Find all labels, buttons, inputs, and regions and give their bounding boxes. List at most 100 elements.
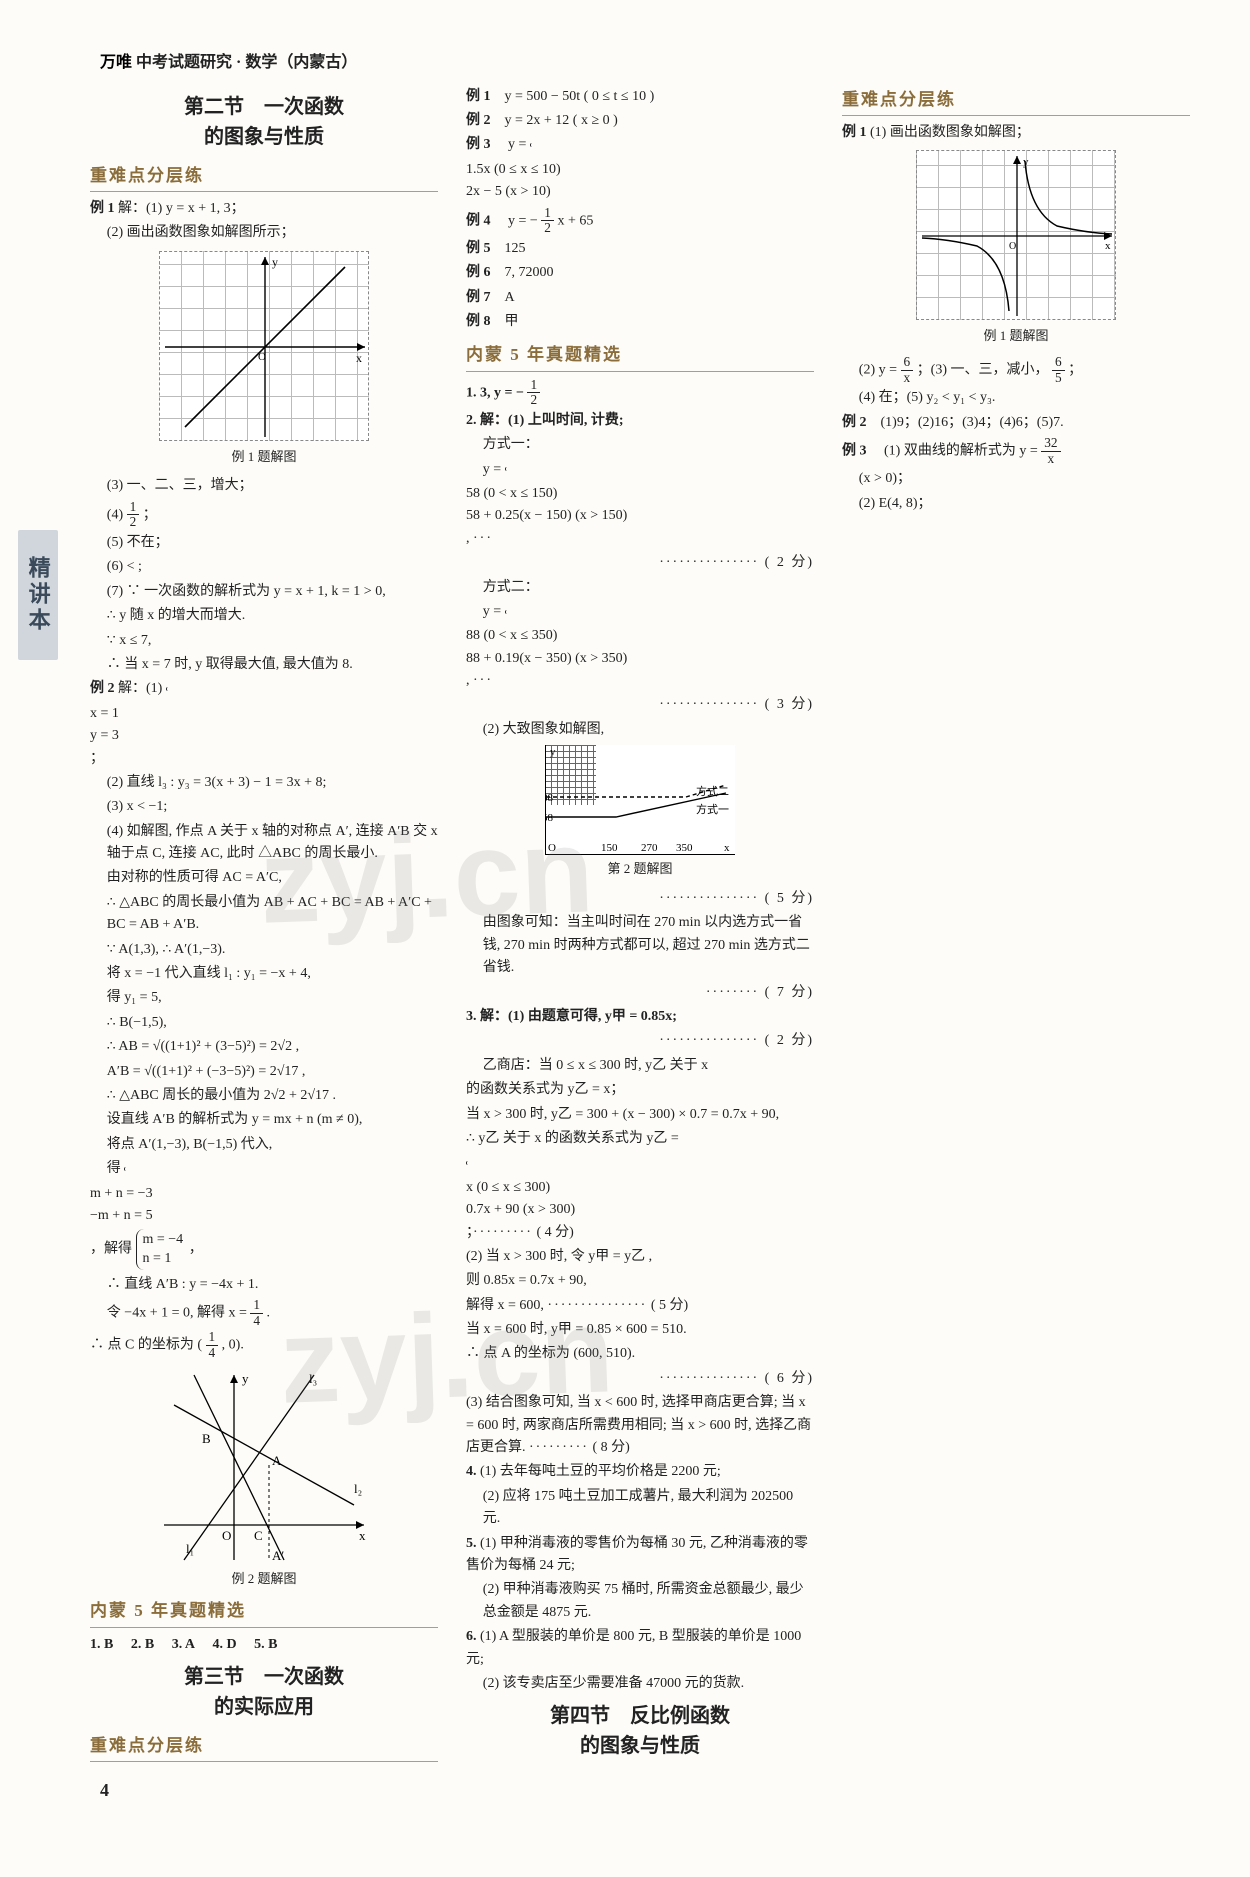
section4-title: 第四节 反比例函数 的图象与性质 — [466, 1701, 814, 1761]
text: . — [267, 1305, 271, 1320]
sys-row: n = 1 — [143, 1250, 184, 1268]
text: 1. 3, y = − — [466, 385, 527, 400]
svg-text:88: 88 — [546, 792, 554, 804]
sys-row: 58 + 0.25(x − 150) (x > 150) — [466, 505, 814, 527]
text: 得 — [90, 1158, 438, 1180]
text: ； — [1068, 362, 1082, 377]
sys-row: 88 (0 < x ≤ 350) — [466, 625, 814, 647]
text: ∴ △ABC 周长的最小值为 2√2 + 2√17 . — [90, 1085, 438, 1107]
text — [466, 1152, 814, 1174]
text: (1)9；(2)16；(3)4；(4)6；(5)7. — [881, 415, 1064, 430]
text: (3) 结合图象可知, 当 x < 600 时, 选择甲商店更合算; 当 x =… — [466, 1395, 811, 1455]
sys-row: m = −4 — [143, 1231, 184, 1249]
text: (2) y = 6x ；(3) 一、三，减小， 65 ； — [842, 355, 1190, 385]
numer: 32 — [1041, 436, 1060, 452]
sys-row: 58 (0 < x ≤ 150) — [466, 483, 814, 505]
text: (4) 如解图, 作点 A 关于 x 轴的对称点 A′, 连接 A′B 交 x … — [90, 821, 438, 866]
section2-title: 第二节 一次函数 的图象与性质 — [90, 92, 438, 152]
denom: 2 — [541, 221, 554, 236]
text: ，解得 — [90, 1242, 136, 1257]
text: (2) 画出函数图象如解图所示； — [90, 222, 438, 244]
text: ∴ 点 C 的坐标为 ( — [90, 1338, 206, 1353]
text: ∴ 当 x = 7 时, y 取得最大值, 最大值为 8. — [90, 654, 438, 676]
score: ········ ( 7 分) — [466, 982, 814, 1004]
text: 令 −4x + 1 = 0, 解得 x = — [107, 1305, 251, 1320]
text: ；(3) 一、三，减小， — [917, 362, 1049, 377]
example-label: 例 8 — [466, 314, 491, 329]
numer: 1 — [127, 500, 140, 516]
sys-row: m + n = −3 — [90, 1183, 438, 1205]
text: (2) 该专卖店至少需要准备 47000 元的货款. — [466, 1673, 814, 1695]
svg-text:方式二: 方式二 — [696, 784, 729, 798]
graph-caption: 第 2 题解图 — [466, 859, 814, 880]
text: A′B = √((1+1)² + (−3−5)²) = 2√17 , — [90, 1061, 438, 1083]
text: 解得 x = 600, — [466, 1298, 544, 1313]
text: (4) — [107, 507, 127, 522]
brand: 万唯 — [100, 54, 132, 71]
text: 方式二： — [466, 577, 814, 599]
section-title-line2: 的图象与性质 — [90, 122, 438, 152]
score: ··············· ( 3 分) — [466, 694, 814, 716]
text: 乙商店：当 0 ≤ x ≤ 300 时, y乙 关于 x — [466, 1055, 814, 1077]
side-tab: 精讲本 — [18, 530, 58, 660]
text: ∴ 直线 A′B : y = −4x + 1. — [90, 1274, 438, 1296]
text: 125 — [505, 241, 526, 256]
example-label: 例 7 — [466, 290, 491, 305]
denom: 2 — [127, 515, 140, 530]
page-number: 4 — [50, 1776, 1190, 1805]
example-label: 例 3 — [466, 137, 491, 152]
svg-text:C: C — [254, 1528, 263, 1543]
score: ··············· ( 2 分) — [466, 1030, 814, 1052]
text: (2) y = — [859, 362, 901, 377]
text: 则 0.85x = 0.7x + 90, — [466, 1270, 814, 1292]
text: (2) 当 x > 300 时, 令 y甲 = y乙 , — [466, 1246, 814, 1268]
text: (2) E(4, 8)； — [842, 493, 1190, 515]
header-title: 中考试题研究 · 数学（内蒙古） — [136, 54, 357, 71]
text: ∴ y乙 关于 x 的函数关系式为 y乙 = — [466, 1128, 814, 1150]
subheading: 内蒙 5 年真题精选 — [466, 341, 814, 371]
svg-text:x: x — [359, 1528, 366, 1543]
text: y = — [466, 459, 814, 481]
text: ∴ 点 A 的坐标为 (600, 510). — [466, 1343, 814, 1365]
example-label: 例 1 — [466, 89, 491, 104]
text: 得 y₁ = 5, — [90, 987, 438, 1009]
example-label: 例 2 — [842, 415, 867, 430]
ans: 4. D — [213, 1637, 237, 1652]
svg-text:350: 350 — [676, 842, 693, 854]
svg-text:270: 270 — [641, 842, 658, 854]
svg-text:O: O — [258, 351, 266, 363]
svg-text:O: O — [1009, 241, 1016, 252]
numer: 6 — [901, 355, 914, 371]
svg-text:O: O — [548, 842, 556, 854]
text: x + 65 — [557, 213, 593, 228]
sys-row: x (0 ≤ x ≤ 300) — [466, 1177, 814, 1199]
q-label: 5. — [466, 1536, 477, 1551]
text: (3) 一、二、三，增大； — [90, 475, 438, 497]
svg-text:y: y — [272, 255, 278, 269]
score-value: ( 6 分) — [765, 1371, 814, 1386]
text: 甲 — [505, 314, 519, 329]
q-label: 6. — [466, 1629, 477, 1644]
example-label: 例 4 — [466, 213, 491, 228]
score-value: ( 5 分) — [651, 1298, 688, 1313]
text: 当 x > 300 时, y乙 = 300 + (x − 300) × 0.7 … — [466, 1104, 814, 1126]
svg-text:x: x — [1105, 240, 1111, 252]
example-label: 例 6 — [466, 265, 491, 280]
text: ； — [143, 507, 157, 522]
text: 令 −4x + 1 = 0, 解得 x = 14 . — [90, 1298, 438, 1328]
numer: 1 — [250, 1298, 263, 1314]
text: y = — [508, 137, 530, 152]
subheading: 内蒙 5 年真题精选 — [90, 1597, 438, 1627]
text: 得 — [107, 1161, 125, 1176]
example-label: 例 1 — [90, 201, 115, 216]
denom: 4 — [206, 1346, 219, 1361]
q-label: 4. — [466, 1464, 477, 1479]
text: y = 500 − 50t ( 0 ≤ t ≤ 10 ) — [505, 89, 655, 104]
example-label: 例 3 — [842, 443, 867, 458]
svg-text:A′: A′ — [272, 1548, 284, 1563]
svg-text:y: y — [242, 1371, 249, 1386]
text: ∴ 点 C 的坐标为 ( 14 , 0). — [90, 1330, 438, 1360]
subheading: 重难点分层练 — [842, 86, 1190, 116]
sys-row: 1.5x (0 ≤ x ≤ 10) — [466, 159, 814, 181]
score-value: ( 4 分) — [536, 1225, 573, 1240]
